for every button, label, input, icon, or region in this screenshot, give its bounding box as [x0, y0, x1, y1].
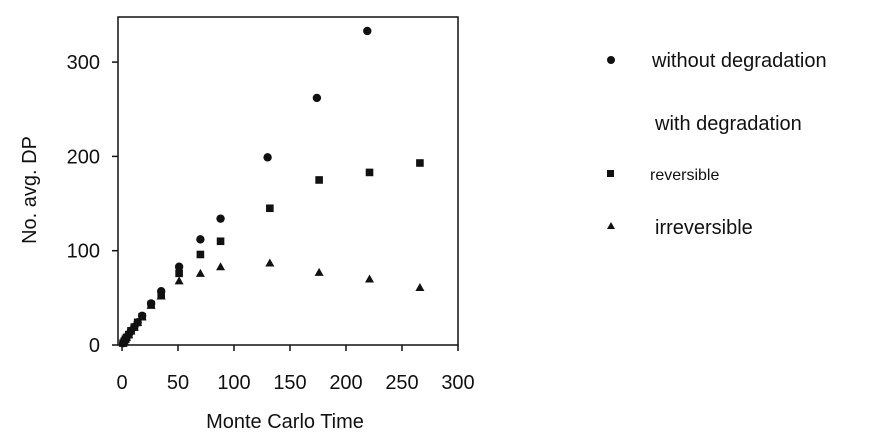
- data-point-reversible: [315, 176, 323, 184]
- data-point-reversible: [266, 204, 274, 213]
- x-tick-label: 50: [167, 372, 189, 394]
- legend-label-without-degradation: without degradation: [651, 50, 827, 72]
- legend-marker-irreversible: [607, 222, 615, 229]
- data-point-without-degradation: [174, 262, 184, 271]
- data-point-without-degradation: [196, 235, 205, 244]
- legend-marker-reversible: [607, 170, 614, 177]
- data-point-irreversible: [415, 282, 425, 291]
- x-tick-label: 250: [385, 372, 418, 394]
- x-axis-title: Monte Carlo Time: [206, 411, 364, 433]
- x-tick-label: 300: [441, 372, 474, 394]
- y-axis-ticks: 0 100 200 300: [67, 52, 118, 357]
- y-tick-label: 200: [67, 146, 100, 168]
- data-point-without-degradation: [263, 153, 272, 162]
- data-point-reversible: [216, 237, 225, 246]
- y-tick-label: 0: [89, 335, 100, 357]
- legend-heading-with-degradation: with degradation: [654, 113, 802, 135]
- data-point-reversible: [365, 168, 374, 177]
- y-tick-label: 100: [67, 241, 100, 263]
- data-point-reversible: [416, 159, 424, 167]
- legend-label-irreversible: irreversible: [655, 217, 753, 239]
- data-point-without-degradation: [363, 26, 372, 36]
- data-point-irreversible: [216, 262, 226, 271]
- data-point-reversible: [196, 250, 205, 259]
- x-tick-label: 150: [273, 372, 306, 394]
- data-point-irreversible: [129, 322, 139, 331]
- data-point-irreversible: [137, 312, 147, 321]
- data-point-irreversible: [156, 291, 166, 300]
- data-point-irreversible: [146, 300, 156, 309]
- x-tick-label: 200: [329, 372, 362, 394]
- data-point-without-degradation: [216, 214, 225, 223]
- data-point-irreversible: [195, 268, 205, 277]
- data-point-without-degradation: [312, 93, 322, 103]
- x-tick-label: 0: [116, 372, 127, 394]
- y-tick-label: 300: [67, 52, 100, 74]
- x-axis-ticks: 0 50 100 150 200 250 300: [116, 345, 475, 394]
- data-point-irreversible: [133, 317, 143, 326]
- data-point-irreversible: [174, 276, 184, 285]
- data-point-irreversible: [314, 267, 324, 276]
- data-point-irreversible: [365, 274, 375, 283]
- x-tick-label: 100: [217, 372, 250, 394]
- data-point-reversible: [175, 269, 183, 278]
- legend-label-reversible: reversible: [650, 167, 719, 184]
- legend: without degradation with degradation rev…: [607, 50, 827, 239]
- legend-marker-without-degradation: [607, 56, 615, 64]
- y-axis-title: No. avg. DP: [19, 136, 41, 244]
- data-markers: [118, 26, 425, 348]
- data-point-irreversible: [265, 258, 275, 267]
- plot-frame: [117, 16, 459, 346]
